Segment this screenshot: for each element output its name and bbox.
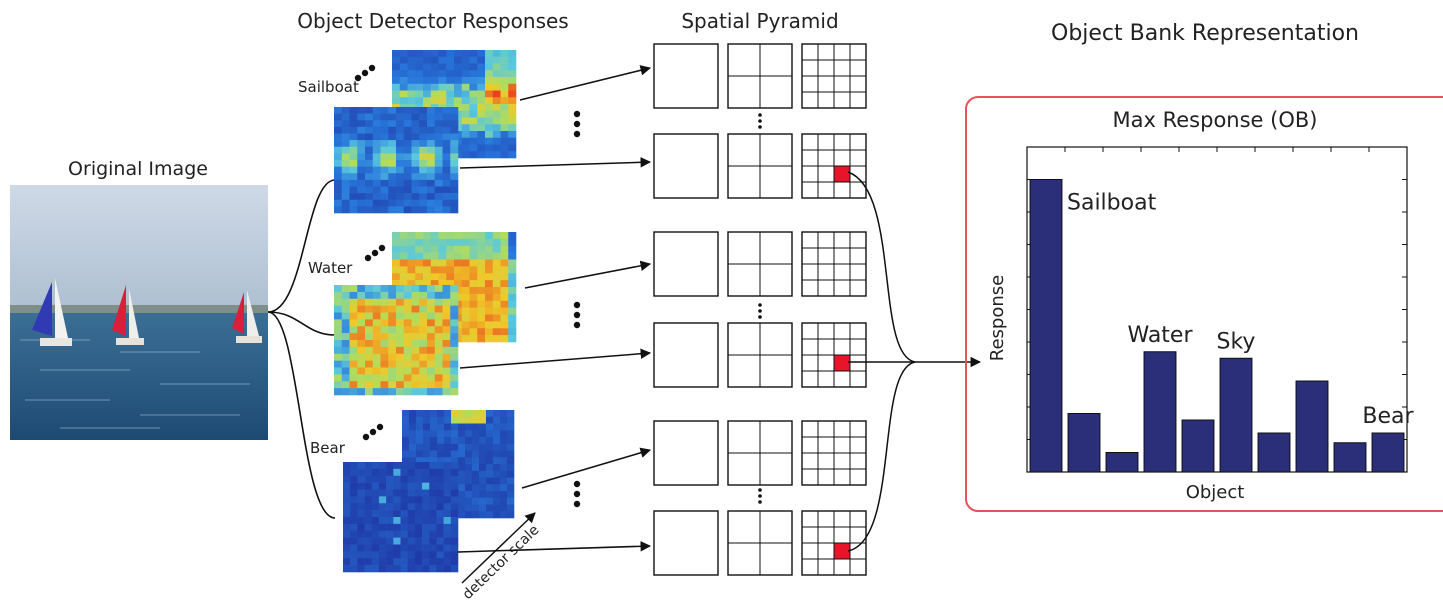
bar-annotation: Sailboat (1067, 191, 1157, 216)
dot (354, 74, 362, 82)
dot (758, 119, 762, 123)
pyramid-row (653, 420, 867, 486)
max-response-bar-chart: Sailboat Water Sky Bear (1026, 146, 1415, 473)
dot (758, 500, 762, 504)
original-image (10, 185, 268, 440)
arrow (457, 541, 652, 553)
dot (573, 120, 581, 128)
ellipsis-dots (354, 64, 762, 508)
arrow (459, 348, 652, 369)
pyramid-cell (653, 322, 719, 388)
bar (1067, 413, 1101, 473)
arrow (519, 65, 652, 101)
pyramid-cell (653, 43, 719, 109)
detector-label-water: Water (308, 259, 353, 277)
dot (573, 311, 581, 319)
chart-ylabel: Response (987, 275, 1008, 361)
dot (378, 244, 386, 252)
dot (573, 321, 581, 329)
sailboat-left-icon (32, 278, 72, 346)
detector-responses-heading: Object Detector Responses (297, 9, 568, 33)
heatmap-sailboat-front (334, 107, 459, 214)
dot (361, 69, 369, 77)
detector-scale-arrow: detector scale (460, 512, 543, 603)
bar (1181, 419, 1215, 473)
bar-annotation: Sky (1217, 329, 1256, 354)
sailboat-middle-icon (112, 285, 144, 345)
arrow (521, 447, 652, 489)
pyramid-row (653, 510, 867, 576)
dot (364, 254, 372, 262)
original-image-heading: Original Image (68, 158, 208, 180)
arrow (524, 260, 652, 289)
dot (573, 500, 581, 508)
pyramid-row (653, 322, 867, 388)
bar (1257, 432, 1291, 473)
dot (369, 428, 377, 436)
branch-connectors (267, 179, 336, 519)
dot (758, 309, 762, 313)
heatmap-bear-front (343, 462, 459, 573)
spatial-pyramid-grids (653, 43, 867, 576)
dot (573, 480, 581, 488)
bar (1029, 179, 1063, 473)
dot (758, 315, 762, 319)
spatial-pyramid-heading: Spatial Pyramid (681, 9, 838, 33)
pyramid-cell (653, 420, 719, 486)
bar (1143, 351, 1177, 473)
bar (1219, 357, 1253, 473)
selected-cell (833, 354, 851, 372)
dot (758, 113, 762, 117)
pyramid-row (653, 231, 867, 297)
bar (1333, 442, 1367, 473)
pyramid-cell (653, 510, 719, 576)
pyramid-cell (653, 231, 719, 297)
selected-cell (833, 165, 851, 183)
detector-response-heatmaps (334, 50, 517, 573)
dot (573, 110, 581, 118)
dot (371, 249, 379, 257)
dot (758, 488, 762, 492)
dot (758, 303, 762, 307)
object-bank-box (965, 96, 1443, 512)
dot (573, 301, 581, 309)
detector-label-bear: Bear (310, 439, 346, 457)
pyramid-row (653, 43, 867, 109)
dot (362, 433, 370, 441)
bar-annotation: Bear (1362, 404, 1414, 429)
chart-title: Max Response (OB) (1113, 108, 1318, 132)
object-bank-heading: Object Bank Representation (1051, 21, 1359, 46)
arrow (459, 157, 652, 169)
bar-annotation: Water (1127, 323, 1193, 348)
dot (573, 490, 581, 498)
bar (1105, 452, 1139, 473)
bar (1295, 380, 1329, 473)
bar (1371, 432, 1405, 473)
dot (758, 125, 762, 129)
detector-label-sailboat: Sailboat (298, 78, 359, 96)
sailboat-right-icon (232, 290, 262, 343)
pyramid-cell (653, 133, 719, 199)
dot (758, 494, 762, 498)
dot (368, 64, 376, 72)
chart-xlabel: Object (1186, 482, 1245, 503)
detector-scale-label: detector scale (460, 522, 543, 603)
dot (573, 130, 581, 138)
heatmap-water-front (334, 285, 459, 396)
pyramid-row (653, 133, 867, 199)
pooling-connectors (847, 171, 982, 552)
pyramid-arrows (457, 65, 652, 553)
selected-cell (833, 542, 851, 560)
dot (376, 423, 384, 431)
